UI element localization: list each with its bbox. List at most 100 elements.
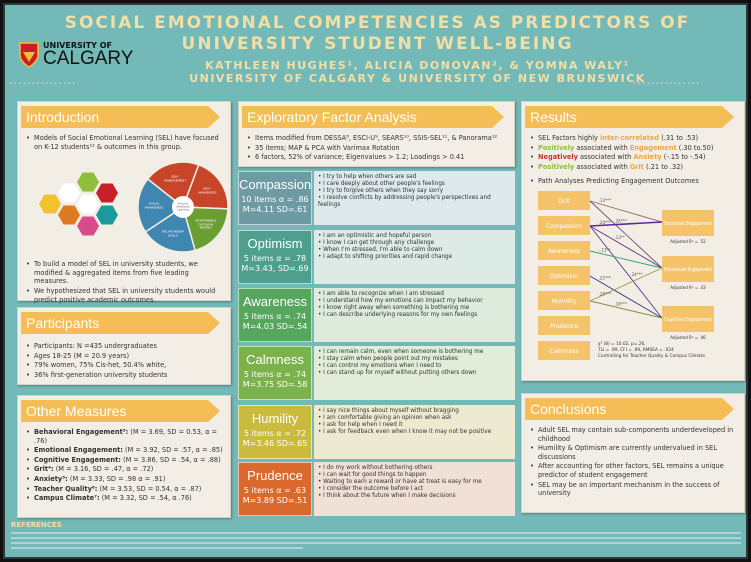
factor-calmness: Calmness 5 items α = .74M=3.75 SD=.58 I ca…	[238, 346, 515, 400]
measure-item: Teacher Quality⁶: (M = 3.53, SD = 0.54, …	[26, 485, 224, 494]
model-fit: χ² (8) = 10.02, p=.26,	[598, 341, 646, 347]
result-text: (.21 to .32)	[643, 162, 683, 171]
path-coefficient: .13**	[614, 235, 624, 240]
wheel-segment	[137, 178, 185, 234]
wheel-center-label: Social & Emotional Learning	[176, 202, 190, 212]
participant-bullet: 79% women, 75% Cis-het, 50.4% white,	[26, 361, 224, 370]
intro-bullet: We hypothesized that SEL in university s…	[26, 287, 224, 304]
predictor-box	[538, 240, 590, 260]
participant-bullet: 36% first-generation university students	[26, 371, 224, 380]
path-arrow	[589, 300, 663, 319]
conclusions-title: Conclusions	[525, 398, 734, 420]
factor-item: I adapt to shifting priorities and rapid…	[318, 254, 511, 261]
model-fit: Controlling for Teacher Quality & Campus…	[598, 353, 705, 359]
factor-item: I am able to recognize when I am stresse…	[318, 291, 511, 298]
sel-model-figure: SELF-MANAGEMENT SELF-AWARENESS RESPONSIBLE…	[18, 152, 228, 260]
predictor-box	[538, 315, 590, 335]
factor-items-alpha: 5 items α = .72	[243, 429, 307, 438]
conclusion-bullet: SEL may be an important mechanism in the…	[530, 481, 738, 498]
path-coefficient: .18***	[614, 301, 626, 306]
reference-line	[11, 532, 741, 534]
result-highlight: Grit	[629, 162, 644, 171]
factor-item: I do my work without bothering others	[318, 465, 511, 472]
measure-name: Behavioral Engagement³:	[34, 428, 129, 436]
path-diagram: .13***.26***.20***.13**.24***-.13**.22**…	[538, 190, 714, 360]
results-title: Results	[525, 106, 734, 128]
conclusion-bullet: Adult SEL may contain sub-components und…	[530, 426, 738, 443]
outcome-box	[662, 209, 714, 236]
factor-mean-sd: M=3.75 SD=.58	[242, 380, 308, 389]
measure-stats: (M = 3.92, SD = .57, α = .85)	[125, 446, 223, 455]
shield-crest-icon	[19, 41, 39, 68]
wheel-label: RESPONSIBLE DECISION MAKING	[195, 218, 217, 230]
factor-item: I know right away when something is both…	[318, 305, 511, 312]
hexagon-shape	[39, 194, 61, 214]
participants-panel: Participants Participants: N =435 underg…	[17, 307, 231, 385]
factor-item: I try to help when others are sad	[318, 174, 511, 181]
predictor-box	[538, 215, 590, 235]
result-text: SEL Factors highly	[538, 134, 601, 142]
factor-item: I know I can get through any challenge	[318, 240, 511, 247]
adjusted-r2: Adjusted R² = .46	[670, 335, 706, 340]
path-coefficient: .22***	[599, 276, 611, 281]
factor-label: Prudence 5 items α = .63 M=3.89 SD=.51	[238, 462, 312, 516]
factor-name: Humility	[251, 411, 299, 426]
authors: KATHLEEN HUGHES¹, ALICIA DONOVAN², & YOM…	[205, 59, 630, 72]
efa-panel: Exploratory Factor Analysis Items modifi…	[238, 101, 515, 167]
measure-stats: (M = 3.69, SD = 0.53, α = .76)	[34, 428, 218, 445]
factor-items-alpha: 5 items α = .63	[243, 486, 307, 495]
introduction-panel: Introduction Models of Social Emotional …	[17, 101, 231, 304]
result-text: (.30 to.50)	[676, 143, 714, 152]
hexagon-shape	[58, 183, 80, 203]
predictor-label: Optimism	[549, 273, 578, 280]
outcome-box	[662, 305, 714, 332]
result-highlight: inter-correlated	[600, 134, 660, 142]
factor-compassion: Compassion 10 items α = .86M=4.11 SD=.61 I…	[238, 171, 515, 225]
measure-item: Emotional Engagement: (M = 3.92, SD = .5…	[26, 446, 224, 455]
logo-bottom: CALGARY	[43, 48, 134, 69]
factor-prudence: Prudence 5 items α = .63M=3.89 SD=.51 I do…	[238, 462, 515, 516]
measure-stats: (M = 3.53, SD = 0.54, α = .87)	[99, 484, 202, 493]
factor-label: Optimism 5 items α = .78 M=3.43, SD=.69	[238, 230, 312, 284]
result-bullet: Positively associated with Engagement (.…	[530, 144, 738, 153]
factor-item: I try to forgive others when they say so…	[318, 188, 511, 195]
efa-title: Exploratory Factor Analysis	[242, 106, 504, 128]
factor-item: I am an optimistic and hopeful person	[318, 233, 511, 240]
path-coefficient: .26***	[599, 292, 611, 297]
result-highlight: Negatively	[538, 153, 578, 162]
efa-bullet: 6 factors, 52% of variance; Eigenvalues …	[247, 153, 508, 162]
factor-items: I try to help when others are sadI care …	[314, 171, 515, 225]
predictor-label: Humility	[551, 298, 577, 305]
introduction-title: Introduction	[21, 106, 220, 128]
factor-label: Calmness 5 items α = .74 M=3.75 SD=.58	[238, 346, 312, 400]
factor-item: I can describe underlying reasons for my…	[318, 312, 511, 319]
efa-bullet: 35 items; MAP & PCA with Varimax Rotatio…	[247, 144, 508, 153]
factor-items-alpha: 10 items α = .86	[241, 195, 309, 204]
measure-name: Emotional Engagement:	[34, 446, 123, 455]
adjusted-r2: Adjusted R² = .52	[670, 239, 706, 244]
factor-item: I say nice things about myself without b…	[318, 408, 511, 415]
factor-mean-sd: M=4.11 SD=.61	[242, 205, 308, 214]
model-fit: TLI = .99, CFI = .99, RMSEA = .024	[597, 347, 674, 353]
outcome-label: Emotional Engagement	[664, 221, 713, 227]
measure-name: Cognitive Engagement:	[34, 455, 121, 464]
factor-mean-sd: M=3.46 SD=.65	[242, 439, 308, 448]
hexagon-shape	[96, 205, 118, 225]
reference-line	[11, 542, 741, 544]
factor-item: I understand how my emotions can impact …	[318, 298, 511, 305]
factor-items: I am an optimistic and hopeful personI k…	[314, 230, 515, 284]
measure-stats: (M = 3.33, SD = .98 α = .91)	[69, 474, 166, 483]
predictor-box	[538, 290, 590, 310]
factor-name: Awareness	[242, 294, 308, 309]
factor-optimism: Optimism 5 items α = .78M=3.43, SD=.69 I a…	[238, 230, 515, 284]
factor-items: I can remain calm, even when someone is …	[314, 346, 515, 400]
decorative-dots: ···············	[633, 77, 701, 90]
factor-name: Compassion	[239, 177, 312, 192]
factor-item: I stay calm when people point out my mis…	[318, 356, 511, 363]
intro-bullet: To build a model of SEL in university st…	[26, 260, 224, 286]
result-text: (-.15 to -.54)	[661, 153, 706, 162]
conclusion-bullet: Humility & Optimism are currently underv…	[530, 444, 738, 461]
wheel-label: SOCIAL AWARENESS	[144, 201, 164, 209]
wheel-label: SELF-AWARENESS	[197, 186, 217, 195]
predictor-box	[538, 190, 590, 210]
